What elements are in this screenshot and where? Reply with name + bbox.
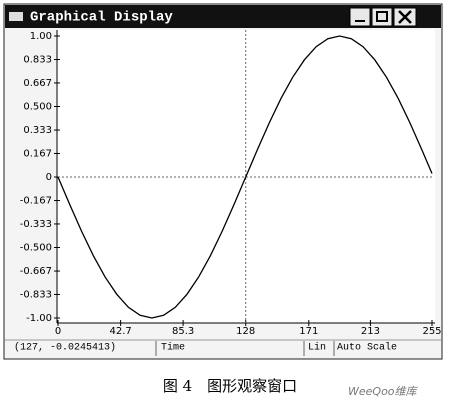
y-tick-label: 0 [46,172,52,183]
x-tick-label: 0 [55,326,61,337]
y-tick-label: 0.333 [23,125,52,136]
y-tick-label: 0.167 [23,148,52,159]
watermark: WeeQoo维库 [348,385,419,398]
y-tick-label: 0.500 [23,102,52,113]
window-title: Graphical Display [30,10,173,26]
y-tick-label: 1.00 [30,31,52,42]
y-tick-label: -0.667 [20,266,52,277]
y-tick-label: -0.333 [20,219,52,230]
x-tick-label: 255 [422,326,441,337]
y-tick-label: 0.667 [23,78,52,89]
status-mode[interactable]: Auto Scale [337,342,397,354]
maximize-button[interactable] [371,7,393,27]
y-tick-label: -0.833 [20,289,52,300]
x-tick-label: 85.3 [172,326,194,337]
caption: 图 4 图形观察窗口 [163,377,297,395]
y-tick-label: -0.500 [20,243,52,254]
status-scale[interactable]: Lin [308,342,326,354]
window-icon [9,12,23,21]
close-button[interactable] [393,7,417,27]
minimize-button[interactable] [349,7,371,27]
y-tick-label: -0.167 [20,196,52,207]
signal-line [57,35,433,319]
y-tick-label: 0.833 [23,55,52,66]
y-tick-label: -1.00 [26,313,52,324]
title-bar [5,5,441,28]
x-tick-label: 42.7 [109,326,131,337]
x-tick-label: 128 [236,326,255,337]
status-cursor: (127, -0.0245413) [14,342,116,354]
x-tick-label: 171 [299,326,318,337]
x-tick-label: 213 [361,326,380,337]
status-axis: Time [161,342,185,354]
